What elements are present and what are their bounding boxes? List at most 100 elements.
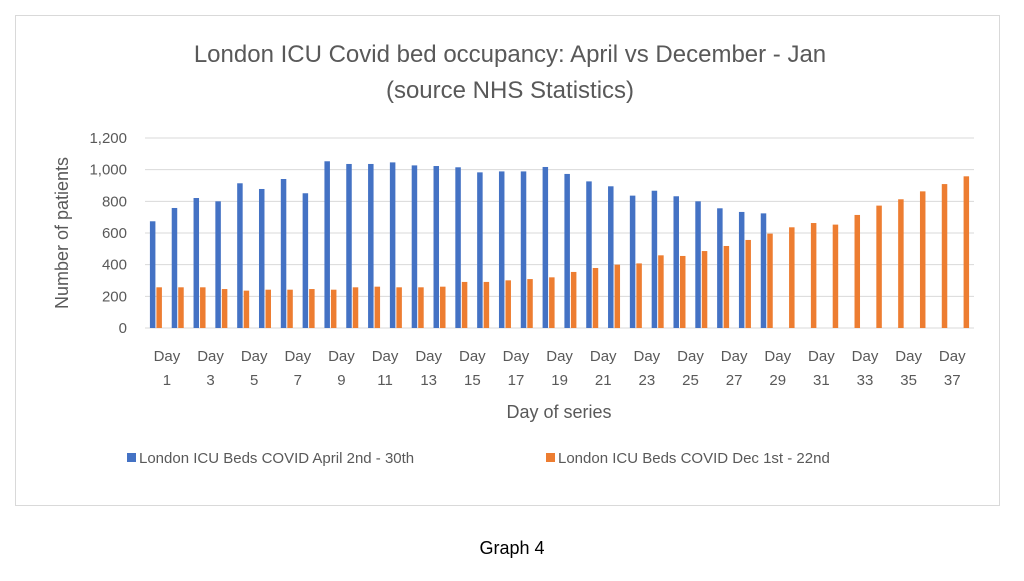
bar-december-day-35 — [898, 199, 904, 328]
bar-december-day-19 — [549, 277, 555, 328]
x-tick-label: Day 17 — [503, 348, 530, 389]
x-tick-label: Day 13 — [415, 348, 442, 389]
legend-label-december: London ICU Beds COVID Dec 1st - 22nd — [558, 450, 830, 467]
bar-december-day-14 — [440, 286, 446, 328]
x-tick-label: Day 23 — [634, 348, 661, 389]
bar-december-day-38 — [963, 176, 970, 328]
x-tick-label: Day 1 — [154, 348, 181, 389]
bar-april-day-16 — [477, 172, 483, 328]
chart-title: London ICU Covid bed occupancy: April vs… — [194, 41, 826, 68]
bar-december-day-22 — [614, 264, 621, 328]
bar-december-day-13 — [418, 287, 424, 328]
x-tick-label: Day 27 — [721, 348, 748, 389]
bar-april-day-3 — [193, 198, 200, 328]
bar-december-day-37 — [941, 184, 948, 328]
bar-december-day-33 — [854, 214, 861, 328]
y-axis-title: Number of patients — [52, 157, 72, 309]
x-tick-label: Day 15 — [459, 348, 486, 389]
bar-december-day-29 — [767, 233, 773, 328]
bar-december-day-8 — [309, 289, 315, 328]
bar-april-day-6 — [258, 188, 265, 328]
x-tick-label: Day 11 — [372, 348, 399, 389]
x-tick-label: Day 21 — [590, 348, 617, 389]
bar-april-day-27 — [717, 208, 723, 328]
legend: London ICU Beds COVID April 2nd - 30th L… — [127, 450, 830, 467]
figure-caption: Graph 4 — [479, 538, 545, 558]
chart-subtitle: (source NHS Statistics) — [386, 77, 634, 104]
x-tick-label: Day 19 — [546, 348, 573, 389]
bar-april-day-4 — [215, 201, 221, 328]
bar-april-day-12 — [389, 162, 396, 328]
x-tick-label: Day 31 — [808, 348, 835, 389]
bar-december-day-18 — [527, 279, 533, 328]
x-tick-label: Day 5 — [241, 348, 268, 389]
bar-april-day-9 — [324, 161, 330, 328]
bar-december-day-17 — [505, 280, 511, 328]
bars — [149, 161, 970, 328]
bar-april-day-23 — [629, 195, 636, 328]
y-tick-label: 200 — [102, 288, 127, 305]
bar-april-day-2 — [171, 207, 178, 328]
bar-april-day-8 — [302, 193, 309, 328]
bar-december-day-3 — [200, 287, 206, 328]
y-tick-label: 0 — [119, 320, 127, 337]
y-tick-label: 1,000 — [89, 162, 127, 179]
bar-december-day-16 — [483, 281, 490, 328]
bar-december-day-5 — [243, 290, 250, 328]
x-axis-title: Day of series — [506, 402, 611, 422]
bar-april-day-28 — [738, 211, 745, 328]
x-tick-label: Day 35 — [895, 348, 922, 389]
bar-april-day-25 — [673, 196, 679, 328]
x-tick-label: Day 3 — [197, 348, 224, 389]
bar-december-day-12 — [396, 287, 402, 328]
bar-december-day-1 — [156, 287, 162, 328]
bar-december-day-24 — [658, 255, 664, 328]
bar-april-day-24 — [651, 190, 658, 328]
bar-december-day-23 — [636, 263, 642, 328]
bar-april-day-15 — [455, 167, 461, 328]
bar-december-day-4 — [221, 289, 228, 328]
legend-swatch-april — [127, 453, 136, 462]
bar-april-day-20 — [564, 173, 570, 328]
x-tick-label: Day 29 — [764, 348, 791, 389]
bar-december-day-2 — [178, 287, 184, 328]
x-tick-label: Day 25 — [677, 348, 704, 389]
x-tick-label: Day 33 — [852, 348, 879, 389]
bar-december-day-15 — [461, 281, 468, 328]
bar-december-day-27 — [723, 245, 730, 328]
bar-april-day-7 — [280, 179, 287, 328]
y-tick-label: 400 — [102, 257, 127, 274]
bar-december-day-20 — [570, 271, 577, 328]
bar-april-day-19 — [542, 166, 549, 328]
bar-december-day-30 — [789, 227, 795, 328]
bar-december-day-36 — [919, 191, 926, 328]
bar-december-day-21 — [592, 267, 599, 328]
bar-april-day-29 — [760, 213, 767, 328]
legend-label-april: London ICU Beds COVID April 2nd - 30th — [139, 450, 414, 467]
bar-april-day-10 — [346, 163, 352, 328]
bar-december-day-34 — [876, 205, 882, 328]
bar-december-day-7 — [287, 289, 293, 328]
bar-december-day-11 — [374, 286, 381, 328]
x-tick-label: Day 7 — [284, 348, 311, 389]
bar-december-day-32 — [832, 224, 839, 328]
bar-april-day-14 — [433, 166, 440, 328]
bar-april-day-17 — [498, 171, 505, 328]
bar-april-day-18 — [520, 171, 527, 328]
y-tick-label: 600 — [102, 225, 127, 242]
bar-april-day-21 — [586, 181, 592, 328]
bar-december-day-26 — [701, 251, 708, 328]
bar-april-day-1 — [149, 221, 156, 328]
bar-april-day-26 — [695, 201, 701, 328]
bar-december-day-31 — [810, 223, 817, 328]
bar-april-day-11 — [368, 163, 374, 328]
bar-december-day-10 — [352, 287, 359, 328]
bar-april-day-5 — [237, 183, 243, 328]
bar-december-day-9 — [330, 289, 337, 328]
y-axis-ticks: 0 200 400 600 800 1,000 1,200 — [89, 130, 127, 337]
bar-april-day-22 — [608, 186, 614, 328]
bar-april-day-13 — [411, 165, 418, 328]
bar-december-day-6 — [265, 289, 271, 328]
y-tick-label: 800 — [102, 193, 127, 210]
